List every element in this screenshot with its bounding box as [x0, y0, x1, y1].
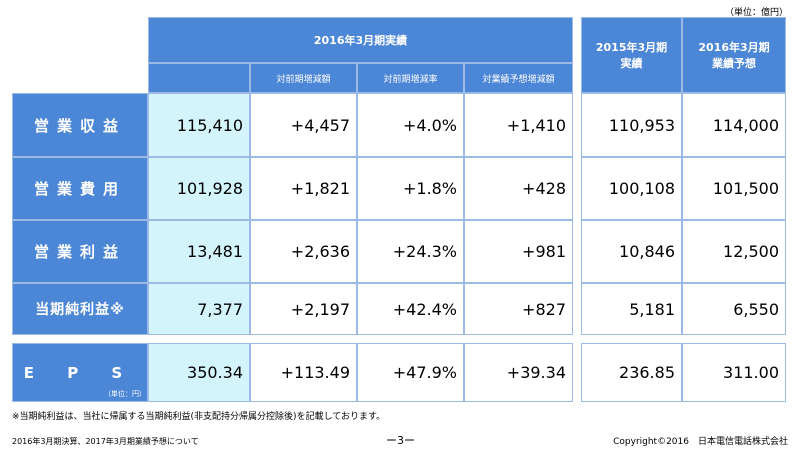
row-operating-income-prev-year: 10,846	[581, 220, 682, 283]
header-sub-yoy-amount-text: 対前期増減額	[276, 74, 331, 85]
header-sub-vs-forecast-text: 対業績予想増減額	[482, 74, 555, 85]
row-net-income-forecast: 6,550	[682, 283, 786, 335]
header-sub-yoy-amount: 対前期増減額	[250, 63, 357, 93]
header-prev-year: 2015年3月期 実績	[581, 17, 682, 93]
row-label-operating-expenses: 営業費用	[12, 157, 148, 220]
row-label-net-income: 当期純利益※	[12, 283, 148, 335]
row-net-income-yoy-rate: +42.4%	[357, 283, 464, 335]
row-operating-income-yoy-amount: +2,636	[250, 220, 357, 283]
header-forecast: 2016年3月期 業績予想	[682, 17, 786, 93]
footer-title: 2016年3月期決算、2017年3月期業績予想について	[12, 437, 199, 446]
row-operating-revenue-yoy-rate: +4.0%	[357, 93, 464, 157]
row-label-eps: E P S	[12, 343, 148, 402]
row-operating-revenue-vs-forecast: +1,410	[464, 93, 573, 157]
unit-note: （単位：億円）	[724, 8, 788, 18]
row-eps-actual: 350.34	[148, 343, 250, 402]
row-operating-expenses-yoy-amount: +1,821	[250, 157, 357, 220]
row-label-operating-income: 営業利益	[12, 220, 148, 283]
row-operating-income-actual: 13,481	[148, 220, 250, 283]
header-group-title: 2016年3月期実績	[148, 17, 573, 63]
row-eps-vs-forecast: +39.34	[464, 343, 573, 402]
header-prev-year-line2: 実績	[620, 57, 643, 70]
row-operating-expenses-vs-forecast: +428	[464, 157, 573, 220]
copyright: Copyright©2016 日本電信電話株式会社	[613, 437, 788, 447]
row-operating-expenses-prev-year: 100,108	[581, 157, 682, 220]
row-operating-income-vs-forecast: +981	[464, 220, 573, 283]
header-sub-vs-forecast: 対業績予想増減額	[464, 63, 573, 93]
row-net-income-vs-forecast: +827	[464, 283, 573, 335]
row-operating-revenue-prev-year: 110,953	[581, 93, 682, 157]
eps-unit-note: （単位：円）	[104, 390, 146, 398]
row-net-income-actual: 7,377	[148, 283, 250, 335]
row-eps-yoy-rate: +47.9%	[357, 343, 464, 402]
header-sub-yoy-rate-text: 対前期増減率	[383, 74, 438, 85]
row-operating-income-forecast: 12,500	[682, 220, 786, 283]
row-eps-forecast: 311.00	[682, 343, 786, 402]
footnote: ※当期純利益は、当社に帰属する当期純利益(非支配持分帰属分控除後)を記載しており…	[12, 412, 386, 422]
row-operating-revenue-yoy-amount: +4,457	[250, 93, 357, 157]
header-sub-yoy-rate: 対前期増減率	[357, 63, 464, 93]
row-operating-revenue-actual: 115,410	[148, 93, 250, 157]
header-group-left-pad	[148, 63, 250, 93]
row-operating-expenses-forecast: 101,500	[682, 157, 786, 220]
header-forecast-line2: 業績予想	[712, 57, 756, 70]
header-group-title-text: 2016年3月期実績	[313, 34, 408, 47]
header-prev-year-line1: 2015年3月期	[595, 41, 668, 54]
row-operating-income-yoy-rate: +24.3%	[357, 220, 464, 283]
row-operating-expenses-yoy-rate: +1.8%	[357, 157, 464, 220]
header-forecast-line1: 2016年3月期	[698, 41, 770, 54]
row-net-income-yoy-amount: +2,197	[250, 283, 357, 335]
page-number: ー3ー	[386, 434, 415, 447]
row-label-operating-revenue: 営業収益	[12, 93, 148, 157]
row-eps-prev-year: 236.85	[581, 343, 682, 402]
row-eps-yoy-amount: +113.49	[250, 343, 357, 402]
row-net-income-prev-year: 5,181	[581, 283, 682, 335]
row-operating-revenue-forecast: 114,000	[682, 93, 786, 157]
row-operating-expenses-actual: 101,928	[148, 157, 250, 220]
